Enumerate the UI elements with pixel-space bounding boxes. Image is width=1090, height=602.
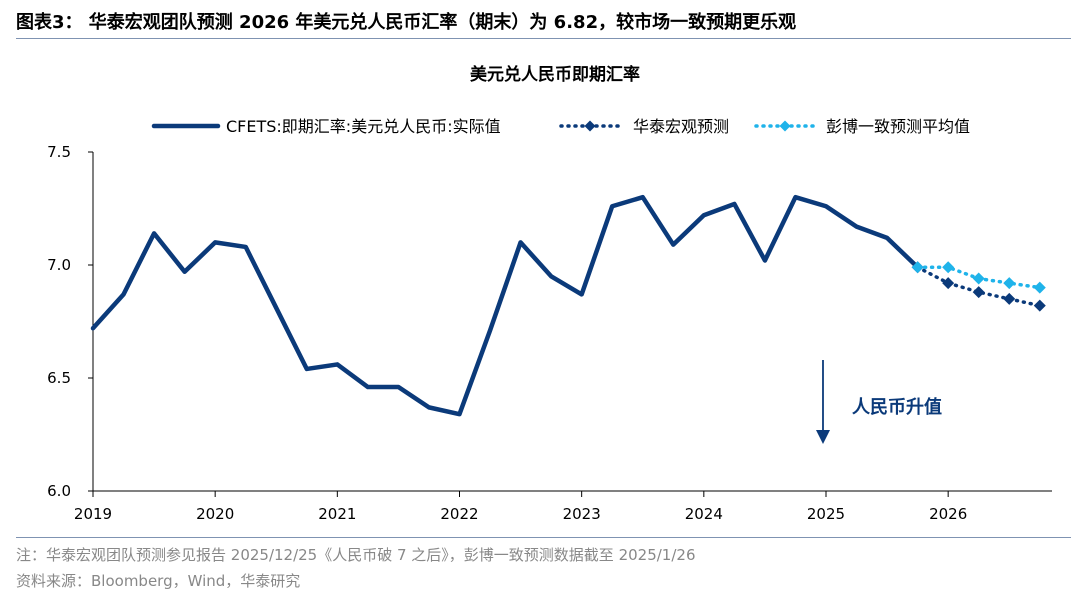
bloomberg-forecast-point xyxy=(972,272,985,285)
y-tick-label: 7.5 xyxy=(47,143,71,161)
chart-legend: CFETS:即期汇率:美元兑人民币:实际值 华泰宏观预测 彭博一致预测平均值 xyxy=(151,117,970,136)
actual-rate-line xyxy=(90,194,920,417)
x-tick-label: 2026 xyxy=(929,505,967,523)
y-tick-label: 6.5 xyxy=(47,369,71,387)
y-tick-label: 7.0 xyxy=(47,256,71,274)
footnote: 注：华泰宏观团队预测参见报告 2025/12/25《人民币破 7 之后》，彭博一… xyxy=(16,546,696,564)
legend-bloomberg-label: 彭博一致预测平均值 xyxy=(826,117,970,136)
huatai-forecast-point xyxy=(972,286,985,299)
x-tick-label: 2024 xyxy=(685,505,723,523)
x-tick-label: 2023 xyxy=(563,505,601,523)
bloomberg-forecast-point xyxy=(1003,277,1016,290)
bloomberg-forecast-point xyxy=(1033,281,1046,294)
legend-huatai-label: 华泰宏观预测 xyxy=(633,117,729,136)
footer-divider xyxy=(16,537,1071,538)
x-tick-label: 2019 xyxy=(74,505,112,523)
figure-header: 图表3： 华泰宏观团队预测 2026 年美元兑人民币汇率（期末）为 6.82，较… xyxy=(16,12,797,33)
y-tick-label: 6.0 xyxy=(47,482,71,500)
legend-huatai-swatch-marker xyxy=(584,120,596,132)
huatai-forecast-line xyxy=(915,265,1042,308)
appreciation-arrow-head xyxy=(815,430,830,444)
chart-series xyxy=(90,194,1046,417)
x-tick-label: 2021 xyxy=(318,505,356,523)
source-note: 资料来源：Bloomberg，Wind，华泰研究 xyxy=(16,572,301,590)
chart-axes: 6.0 6.5 7.0 7.5 2019 2020 2021 2022 2023 2024 2025… xyxy=(47,143,1052,523)
bloomberg-forecast-point xyxy=(942,261,955,274)
legend-bloomberg-swatch-marker xyxy=(779,120,791,132)
bloomberg-forecast-point xyxy=(911,261,924,274)
chart-title: 美元兑人民币即期汇率 xyxy=(470,64,640,85)
x-tick-label: 2020 xyxy=(196,505,234,523)
header-divider xyxy=(16,38,1071,39)
huatai-forecast-point xyxy=(1033,299,1046,312)
huatai-forecast-point xyxy=(1003,292,1016,305)
legend-actual-label: CFETS:即期汇率:美元兑人民币:实际值 xyxy=(226,117,501,136)
huatai-forecast-point xyxy=(942,277,955,290)
chart-annotations: 人民币升值 xyxy=(815,360,942,444)
x-tick-label: 2022 xyxy=(440,505,478,523)
x-tick-label: 2025 xyxy=(807,505,845,523)
appreciation-label: 人民币升值 xyxy=(852,396,942,418)
